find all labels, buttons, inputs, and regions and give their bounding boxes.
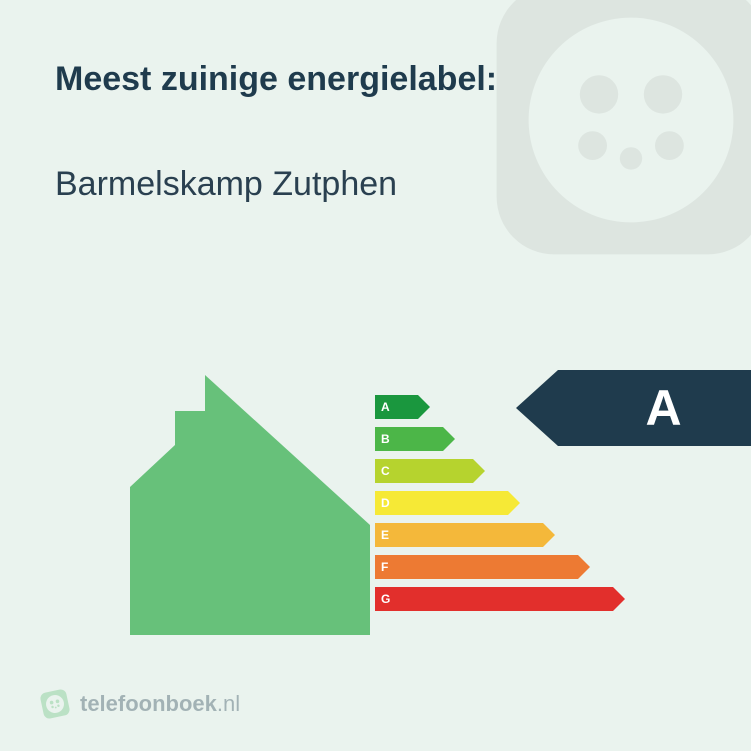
bar-label: F: [381, 555, 388, 579]
footer-brand: telefoonboek.nl: [40, 689, 240, 719]
bar-shape: [375, 587, 625, 611]
bar-label: E: [381, 523, 389, 547]
energy-bar-c: C: [375, 459, 635, 483]
rating-badge-letter: A: [576, 370, 751, 446]
bar-shape: [375, 555, 590, 579]
footer-brand-tld: .nl: [217, 691, 240, 716]
bar-label: D: [381, 491, 390, 515]
bar-label: B: [381, 427, 390, 451]
footer-text: telefoonboek.nl: [80, 691, 240, 717]
bar-label: A: [381, 395, 390, 419]
bar-label: G: [381, 587, 390, 611]
energy-bar-d: D: [375, 491, 635, 515]
bar-shape: [375, 459, 485, 483]
energy-bar-e: E: [375, 523, 635, 547]
phonebook-icon: [37, 686, 73, 722]
phonebook-watermark: [471, 0, 751, 280]
footer-brand-name: telefoonboek: [80, 691, 217, 716]
bar-shape: [375, 491, 520, 515]
house-icon: [130, 375, 370, 635]
energy-bar-g: G: [375, 587, 635, 611]
location-name: Barmelskamp Zutphen: [55, 165, 397, 204]
bar-label: C: [381, 459, 390, 483]
bar-shape: [375, 523, 555, 547]
energy-bar-f: F: [375, 555, 635, 579]
page-title: Meest zuinige energielabel:: [55, 60, 497, 99]
